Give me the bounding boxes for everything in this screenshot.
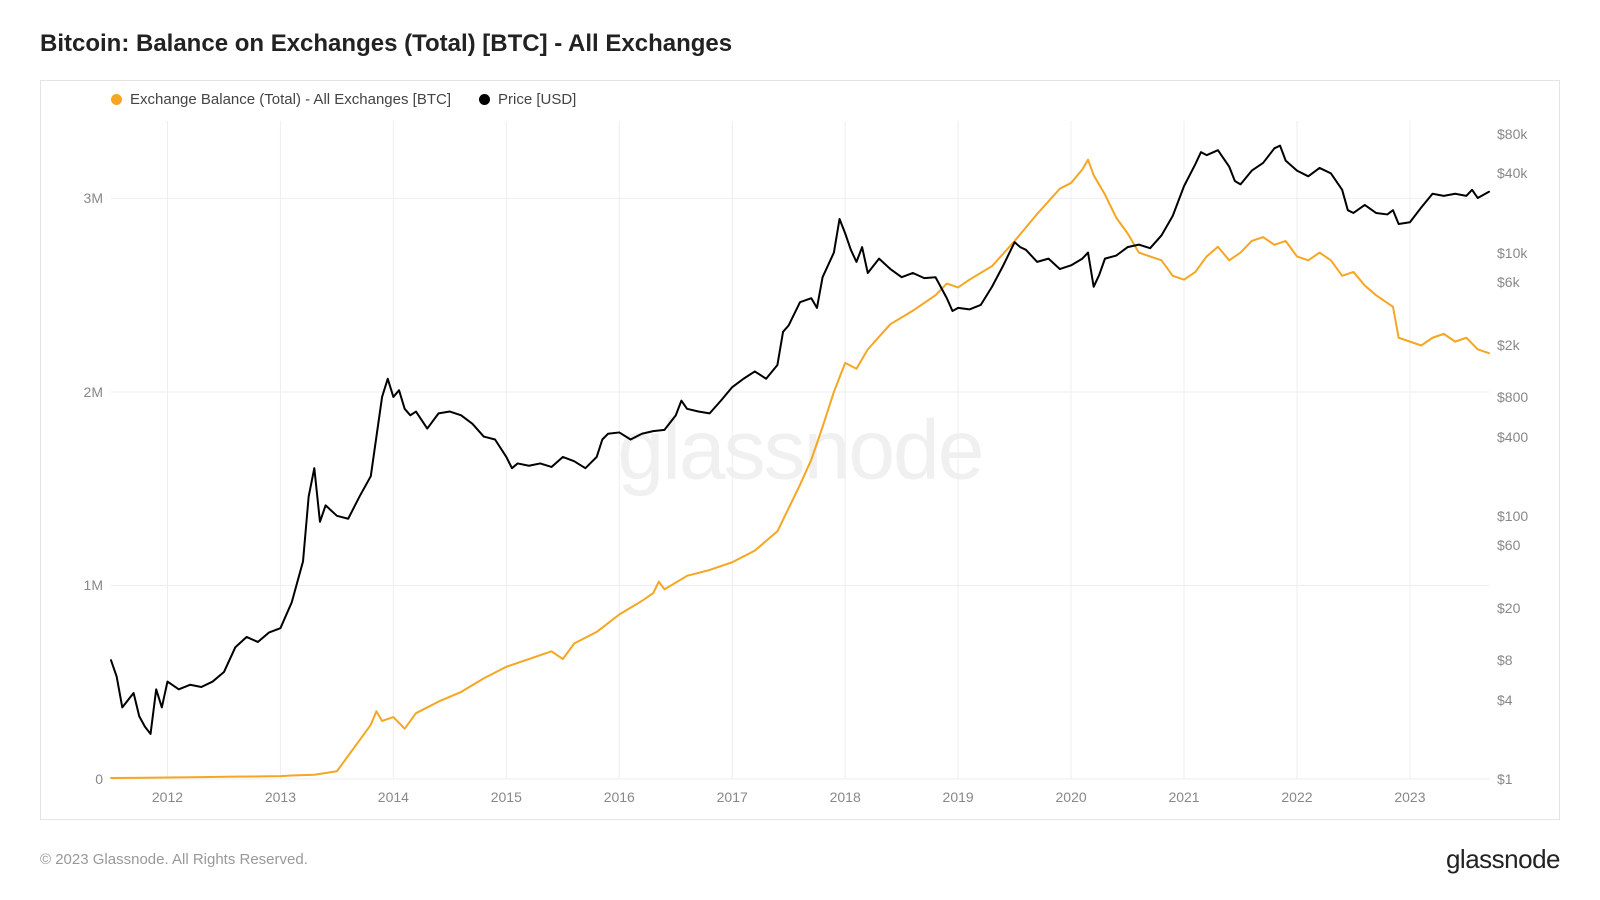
y-right-tick: $40k [1497, 165, 1547, 181]
plot-area [111, 121, 1489, 779]
y-right-tick: $2k [1497, 337, 1547, 353]
y-left-tick: 3M [53, 190, 103, 206]
y-right-tick: $8 [1497, 652, 1547, 668]
legend-item-price: Price [USD] [479, 91, 576, 108]
y-left-tick: 2M [53, 384, 103, 400]
chart-title: Bitcoin: Balance on Exchanges (Total) [B… [40, 30, 1560, 58]
x-tick: 2014 [378, 789, 409, 805]
chart-container: Exchange Balance (Total) - All Exchanges… [40, 80, 1560, 820]
x-tick: 2013 [265, 789, 296, 805]
legend-item-balance: Exchange Balance (Total) - All Exchanges… [111, 91, 451, 108]
y-right-tick: $20 [1497, 600, 1547, 616]
x-tick: 2016 [604, 789, 635, 805]
y-right-tick: $60 [1497, 537, 1547, 553]
x-tick: 2018 [830, 789, 861, 805]
y-axis-right-labels: $1$4$8$20$60$100$400$800$2k$6k$10k$40k$8… [1497, 121, 1547, 779]
y-left-tick: 1M [53, 577, 103, 593]
y-right-tick: $80k [1497, 126, 1547, 142]
y-right-tick: $800 [1497, 389, 1547, 405]
x-tick: 2020 [1056, 789, 1087, 805]
legend-dot-price [479, 94, 490, 105]
x-tick: 2012 [152, 789, 183, 805]
y-right-tick: $6k [1497, 274, 1547, 290]
y-right-tick: $400 [1497, 429, 1547, 445]
y-right-tick: $10k [1497, 245, 1547, 261]
legend-dot-balance [111, 94, 122, 105]
plot-svg [111, 121, 1489, 779]
x-tick: 2022 [1281, 789, 1312, 805]
legend-label-price: Price [USD] [498, 91, 576, 108]
y-axis-left-labels: 01M2M3M [53, 121, 103, 779]
brand-logo-text: glassnode [1446, 844, 1560, 875]
y-right-tick: $1 [1497, 771, 1547, 787]
y-left-tick: 0 [53, 771, 103, 787]
legend: Exchange Balance (Total) - All Exchanges… [111, 91, 576, 108]
y-right-tick: $100 [1497, 508, 1547, 524]
x-tick: 2023 [1394, 789, 1425, 805]
x-tick: 2017 [717, 789, 748, 805]
x-tick: 2015 [491, 789, 522, 805]
x-tick: 2019 [943, 789, 974, 805]
copyright-text: © 2023 Glassnode. All Rights Reserved. [40, 851, 308, 868]
legend-label-balance: Exchange Balance (Total) - All Exchanges… [130, 91, 451, 108]
y-right-tick: $4 [1497, 692, 1547, 708]
x-tick: 2021 [1168, 789, 1199, 805]
footer: © 2023 Glassnode. All Rights Reserved. g… [40, 844, 1560, 875]
x-axis-labels: 2012 2013 2014 2015 2016 2017 2018 2019 2020 2021… [111, 789, 1489, 809]
